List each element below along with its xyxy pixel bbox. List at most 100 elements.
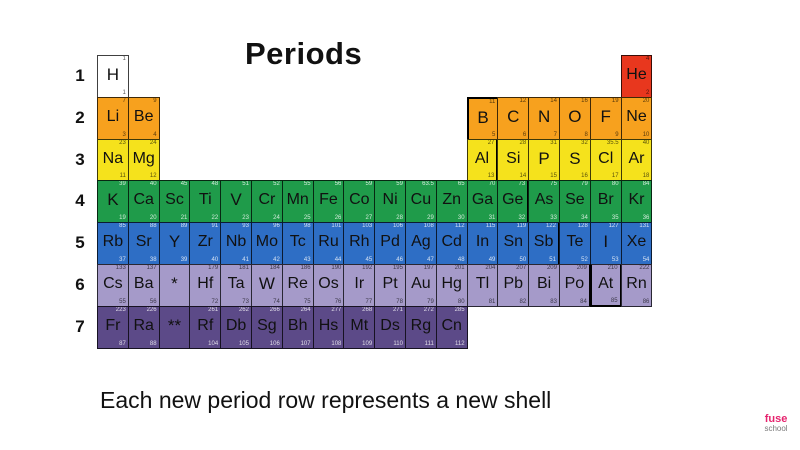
atomic-number: 53 (611, 256, 619, 263)
atomic-mass: 181 (238, 265, 249, 271)
atomic-number: 83 (550, 298, 557, 305)
atomic-number: 82 (519, 298, 527, 305)
element-cn: 285 Cn 112 (435, 305, 468, 349)
atomic-mass: 59 (365, 181, 373, 188)
atomic-number: 33 (550, 215, 557, 222)
element-symbol: Mn (286, 191, 309, 209)
element-v: 51 V 23 (220, 180, 252, 224)
atomic-number: 37 (119, 256, 126, 263)
atomic-mass: 55 (303, 181, 311, 188)
atomic-mass: 27 (487, 139, 495, 146)
atomic-mass: 39 (119, 181, 126, 188)
element-sb: 122 Sb 51 (528, 222, 560, 265)
atomic-number: 26 (334, 215, 342, 222)
period-label-5: 5 (75, 233, 85, 253)
atomic-mass: 277 (331, 306, 342, 313)
atomic-mass: 133 (115, 265, 126, 271)
atomic-mass: 32 (581, 139, 588, 146)
atomic-number: 74 (273, 298, 280, 305)
atomic-number: 42 (273, 256, 280, 263)
atomic-number: 14 (519, 173, 527, 180)
fuse-school-logo: fuse school (760, 414, 792, 434)
element-symbol: Tc (289, 233, 306, 251)
element-sn: 119 Sn 50 (497, 222, 530, 265)
atomic-number: 112 (455, 340, 465, 347)
element-as: 75 As 33 (528, 180, 560, 224)
atomic-number: 20 (149, 215, 157, 222)
element-se: 79 Se 34 (559, 180, 591, 224)
atomic-mass: 93 (242, 223, 249, 230)
element-cd: 112 Cd 48 (435, 222, 468, 265)
element-symbol: Hg (441, 275, 462, 292)
atomic-number: 77 (365, 298, 373, 305)
atomic-mass: 80 (611, 181, 619, 188)
atomic-number: 46 (396, 256, 403, 263)
atomic-number: 55 (119, 298, 126, 305)
element-bh: 264 Bh 107 (281, 305, 314, 349)
atomic-number: 5 (492, 131, 496, 138)
atomic-number: 34 (581, 215, 588, 222)
atomic-number: 72 (211, 298, 219, 305)
element-symbol: Ba (133, 275, 154, 292)
element-cl: 35.5 Cl 17 (589, 138, 622, 182)
atomic-mass: 261 (208, 306, 219, 313)
element-symbol: Be (133, 107, 154, 125)
element-ba: 137 Ba 56 (127, 264, 160, 307)
element-ne: 20 Ne 10 (620, 96, 653, 140)
element-ds: 271 Ds 110 (374, 305, 406, 349)
atomic-mass: 209 (546, 265, 557, 271)
element-actinide-marker: ** (158, 305, 191, 349)
element-symbol: Li (106, 107, 120, 125)
atomic-mass: 128 (577, 223, 588, 230)
atomic-mass: 223 (115, 306, 126, 313)
element-symbol: Si (506, 149, 521, 167)
element-symbol: Se (565, 191, 585, 209)
atomic-number: 21 (180, 215, 188, 222)
element-be: 9 Be 4 (127, 96, 160, 140)
atomic-number: 44 (334, 256, 342, 263)
atomic-number: 108 (331, 340, 342, 347)
element-te: 128 Te 52 (559, 222, 591, 265)
element-y: 89 Y 39 (158, 222, 191, 265)
element-symbol: As (534, 191, 554, 209)
atomic-mass: 20 (642, 97, 650, 104)
atomic-mass: 9 (153, 97, 157, 104)
element-symbol: F (600, 106, 611, 126)
element-symbol: ** (167, 315, 182, 335)
element-symbol: Zr (197, 233, 213, 251)
element-ru: 101 Ru 44 (312, 222, 345, 265)
atomic-number: 7 (553, 131, 557, 138)
element-symbol: Br (597, 191, 614, 209)
atomic-number: 39 (180, 256, 188, 263)
atomic-mass: 7 (122, 97, 126, 104)
element-symbol: Sn (503, 233, 524, 251)
element-mo: 96 Mo 42 (251, 222, 283, 265)
element-po: 209 Po 84 (559, 264, 591, 307)
atomic-number: 29 (427, 215, 434, 222)
atomic-mass: 88 (149, 223, 157, 230)
element-ni: 59 Ni 28 (374, 180, 406, 224)
atomic-mass: 56 (334, 181, 342, 188)
element-ar: 40 Ar 18 (620, 138, 653, 182)
element-na: 23 Na 11 (97, 138, 129, 182)
element-symbol: Mo (255, 233, 279, 251)
element-symbol: Bi (536, 275, 552, 292)
atomic-number: 36 (642, 215, 650, 222)
atomic-number: 111 (424, 340, 434, 347)
atomic-number: 81 (488, 298, 496, 305)
element-tl: 204 Tl 81 (466, 264, 499, 307)
atomic-number: 52 (581, 256, 588, 263)
element-lanthanide-marker: * (158, 264, 191, 307)
atomic-number: 109 (362, 340, 373, 347)
atomic-mass: 179 (208, 265, 219, 271)
element-symbol: Pd (380, 233, 400, 251)
atomic-number: 86 (642, 298, 650, 305)
atomic-mass: 222 (639, 265, 650, 271)
atomic-mass: 204 (485, 265, 496, 271)
slide-title: Periods (245, 36, 363, 71)
atomic-mass: 186 (300, 265, 311, 271)
atomic-number: 32 (518, 215, 526, 222)
element-symbol: Mt (350, 316, 369, 334)
atomic-mass: 1 (122, 56, 126, 62)
